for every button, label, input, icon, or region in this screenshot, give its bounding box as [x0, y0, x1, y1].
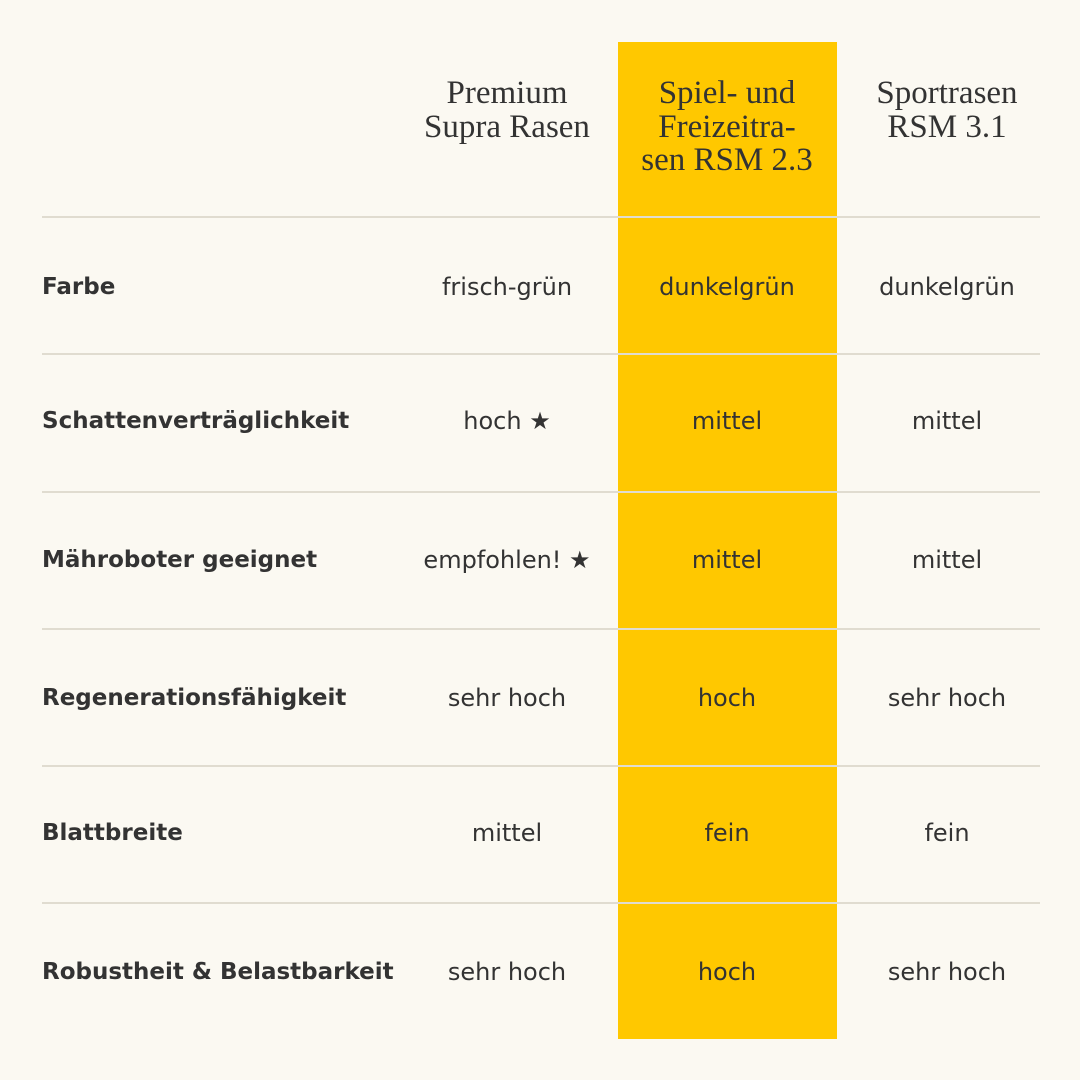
- row-label: Schattenverträglichkeit: [42, 408, 350, 434]
- cell-value: sehr hoch: [447, 684, 567, 712]
- cell-value: dunkelgrün: [659, 273, 795, 301]
- header-line: Spiel- und: [658, 75, 796, 111]
- row-divider: [42, 491, 1040, 493]
- cell-value: mittel: [691, 546, 763, 574]
- row-divider: [42, 353, 1040, 355]
- row-label: Blattbreite: [42, 820, 183, 846]
- row-label: Farbe: [42, 274, 116, 300]
- cell-value: empfohlen! ★: [423, 546, 591, 574]
- row-divider: [42, 628, 1040, 630]
- cell-value: mittel: [911, 546, 983, 574]
- cell-value: mittel: [471, 819, 543, 847]
- cell-value: sehr hoch: [887, 958, 1007, 986]
- cell-value: hoch: [697, 684, 757, 712]
- cell-value: sehr hoch: [887, 684, 1007, 712]
- header-line: Premium: [446, 75, 568, 111]
- cell-value: hoch ★: [463, 407, 551, 435]
- header-line: sen RSM 2.3: [641, 142, 813, 178]
- cell-value: mittel: [911, 407, 983, 435]
- cell-value: fein: [704, 819, 750, 847]
- row-divider: [42, 216, 1040, 218]
- cell-value: frisch-grün: [441, 273, 573, 301]
- header-line: Supra Rasen: [424, 108, 590, 145]
- column-header: Spiel- und Freizeitra-sen RSM 2.3: [617, 75, 837, 178]
- header-line: Freizeitra-: [658, 108, 796, 145]
- header-line: RSM 3.1: [887, 108, 1007, 145]
- cell-value: mittel: [691, 407, 763, 435]
- cell-value: sehr hoch: [447, 958, 567, 986]
- row-label: Mähroboter geeignet: [42, 547, 318, 573]
- row-divider: [42, 902, 1040, 904]
- header-line: Sportrasen: [876, 75, 1018, 111]
- column-header: Premium Supra Rasen: [397, 75, 617, 145]
- cell-value: dunkelgrün: [879, 273, 1015, 301]
- row-label: Robustheit & Belastbarkeit: [42, 959, 394, 985]
- column-header: Sportrasen RSM 3.1: [837, 75, 1057, 145]
- cell-value: fein: [924, 819, 970, 847]
- row-divider: [42, 765, 1040, 767]
- row-label: Regenerationsfähigkeit: [42, 685, 347, 711]
- highlight-column: [618, 42, 837, 1039]
- cell-value: hoch: [697, 958, 757, 986]
